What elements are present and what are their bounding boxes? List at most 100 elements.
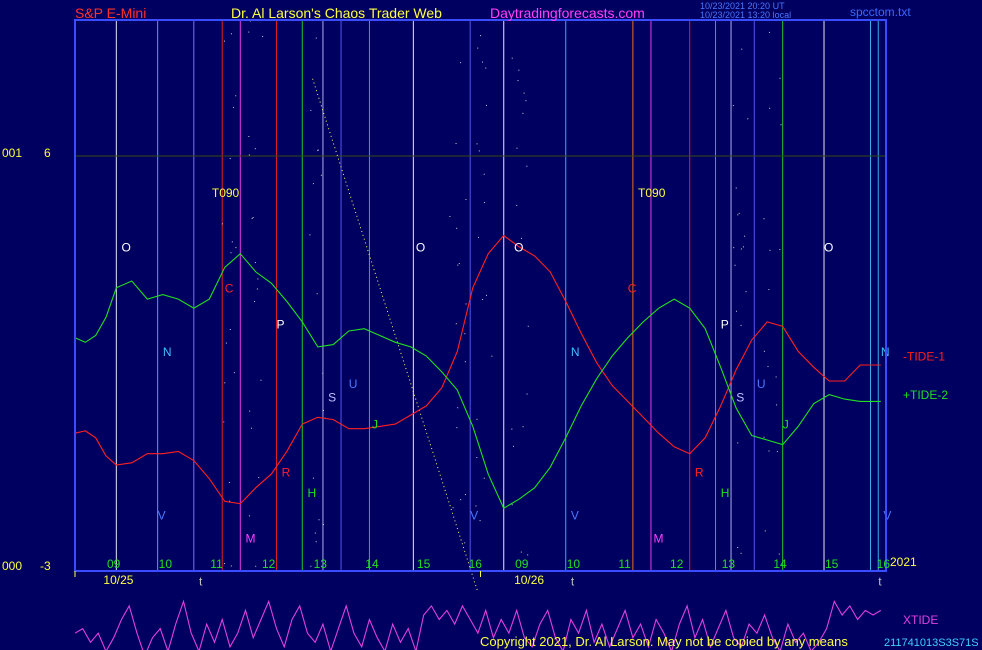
star-dot bbox=[768, 289, 770, 291]
star-dot bbox=[769, 249, 771, 251]
star-dot bbox=[491, 355, 493, 357]
star-dot bbox=[256, 288, 258, 290]
star-dot bbox=[464, 542, 466, 544]
star-dot bbox=[310, 565, 312, 567]
star-dot bbox=[764, 530, 766, 532]
star-dot bbox=[475, 505, 477, 507]
y-label-bottom-left: 000 bbox=[2, 559, 22, 573]
star-dot bbox=[249, 410, 251, 412]
star-dot bbox=[228, 481, 230, 483]
star-dot bbox=[769, 31, 771, 33]
star-dot bbox=[482, 299, 484, 301]
series-lines bbox=[74, 234, 882, 650]
star-dot bbox=[464, 494, 466, 496]
star-dot bbox=[740, 248, 742, 250]
marker-letter: S bbox=[736, 390, 744, 404]
star-dot bbox=[767, 366, 769, 368]
star-dot bbox=[224, 563, 226, 565]
marker-letter: J bbox=[372, 418, 378, 432]
star-dot bbox=[248, 515, 250, 517]
star-dot bbox=[511, 57, 513, 59]
star-dot bbox=[230, 565, 232, 567]
x-tick-label: 13 bbox=[314, 557, 328, 571]
marker-letter: V bbox=[158, 509, 166, 523]
star-dot bbox=[735, 187, 737, 189]
star-dot bbox=[513, 445, 515, 447]
star-dot bbox=[252, 216, 254, 218]
star-dot bbox=[745, 291, 747, 293]
header-timestamp-local: 10/23/2021 13:20 local bbox=[700, 10, 792, 20]
star-dot bbox=[477, 47, 479, 49]
star-dot bbox=[763, 350, 765, 352]
x-tick-label: 13 bbox=[722, 557, 736, 571]
footer-stamp: 211741013S3S71S bbox=[884, 637, 979, 649]
star-dot bbox=[315, 541, 317, 543]
star-dot bbox=[737, 546, 739, 548]
star-dot bbox=[316, 293, 318, 295]
star-dot bbox=[317, 150, 319, 152]
star-dot bbox=[527, 554, 529, 556]
marker-letter: O bbox=[416, 240, 425, 254]
series-line bbox=[74, 252, 881, 509]
star-dot bbox=[312, 477, 314, 479]
year-label: 2021 bbox=[890, 555, 917, 569]
star-dot bbox=[525, 100, 527, 102]
star-dot bbox=[483, 202, 485, 204]
star-dot bbox=[221, 223, 223, 225]
star-dot bbox=[224, 40, 226, 42]
star-dot bbox=[465, 303, 467, 305]
star-dot bbox=[465, 199, 467, 201]
star-dot bbox=[479, 520, 481, 522]
star-dot bbox=[518, 69, 520, 71]
star-dot bbox=[768, 450, 770, 452]
star-dot bbox=[744, 235, 746, 237]
legend-entry: -TIDE-1 bbox=[903, 350, 945, 364]
marker-letter: N bbox=[571, 345, 580, 359]
star-dot bbox=[485, 67, 487, 69]
star-dot bbox=[527, 325, 529, 327]
star-dot bbox=[485, 104, 487, 106]
star-dot bbox=[741, 48, 743, 50]
star-dot bbox=[522, 426, 524, 428]
star-dot bbox=[779, 77, 781, 79]
star-dot bbox=[485, 294, 487, 296]
marker-letter: M bbox=[245, 531, 255, 545]
star-dot bbox=[747, 118, 749, 120]
star-dot bbox=[322, 524, 324, 526]
star-dot bbox=[742, 246, 744, 248]
marker-letter: S bbox=[328, 390, 336, 404]
plot-frame bbox=[74, 19, 887, 572]
marker-letter: U bbox=[757, 377, 766, 391]
x-tick-label: 09 bbox=[515, 557, 529, 571]
star-dot bbox=[248, 154, 250, 156]
star-dot bbox=[456, 227, 458, 229]
star-dot bbox=[478, 150, 480, 152]
star-dot bbox=[526, 165, 528, 167]
star-dot bbox=[769, 107, 771, 109]
vertical-marker-lines bbox=[115, 20, 879, 571]
star-dot bbox=[254, 262, 256, 264]
star-dot bbox=[477, 236, 479, 238]
marker-letter: t bbox=[199, 574, 203, 588]
marker-letter: V bbox=[571, 509, 579, 523]
star-dot bbox=[460, 62, 462, 64]
marker-letter: R bbox=[695, 465, 704, 479]
series-line bbox=[74, 599, 882, 650]
star-dot bbox=[456, 427, 458, 429]
marker-letter: V bbox=[883, 509, 891, 523]
star-dot bbox=[457, 407, 459, 409]
y-tick-bottom: -3 bbox=[40, 559, 51, 573]
marker-letter: J bbox=[783, 418, 789, 432]
star-dot bbox=[317, 149, 319, 151]
star-dot bbox=[258, 477, 260, 479]
x-tick-label: 10 bbox=[567, 557, 581, 571]
star-dot bbox=[235, 247, 237, 249]
marker-letter: P bbox=[721, 318, 729, 332]
star-dot bbox=[310, 109, 312, 111]
star-dot bbox=[229, 158, 231, 160]
star-dot bbox=[255, 565, 257, 567]
star-dot bbox=[323, 409, 325, 411]
header-site-link[interactable]: Daytradingforecasts.com bbox=[490, 5, 645, 21]
star-dot bbox=[223, 421, 225, 423]
star-dot bbox=[740, 324, 742, 326]
